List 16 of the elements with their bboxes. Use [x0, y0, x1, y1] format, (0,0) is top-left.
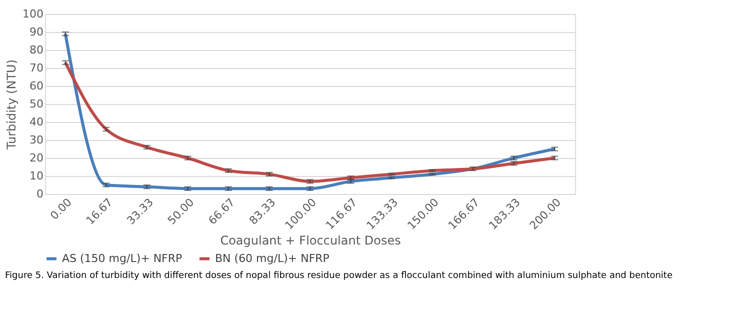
legend-label: AS (150 mg/L)+ NFRP [62, 252, 183, 265]
y-tick-label: 90 [30, 26, 44, 38]
y-tick-label: 60 [30, 80, 44, 92]
y-tick-label: 40 [30, 116, 44, 128]
y-tick-label: 100 [22, 8, 44, 20]
caption: Figure 5. Variation of turbidity with different doses of nopal fibrous residue powder as a flocculant combined with aluminium sulphate and bentonite [5, 271, 673, 281]
y-axis-title: Turbidity (NTU) [4, 59, 19, 151]
y-tick-label: 70 [30, 62, 44, 74]
x-axis-title: Coagulant + Flocculant Doses [220, 233, 401, 248]
y-tick-label: 20 [30, 152, 44, 164]
y-tick-label: 80 [30, 44, 44, 56]
y-tick-label: 50 [30, 98, 44, 110]
y-tick-label: 30 [30, 134, 44, 146]
y-tick-label: 10 [30, 170, 44, 182]
y-tick-label: 0 [36, 188, 44, 200]
legend-label: BN (60 mg/L)+ NFRP [215, 252, 330, 265]
